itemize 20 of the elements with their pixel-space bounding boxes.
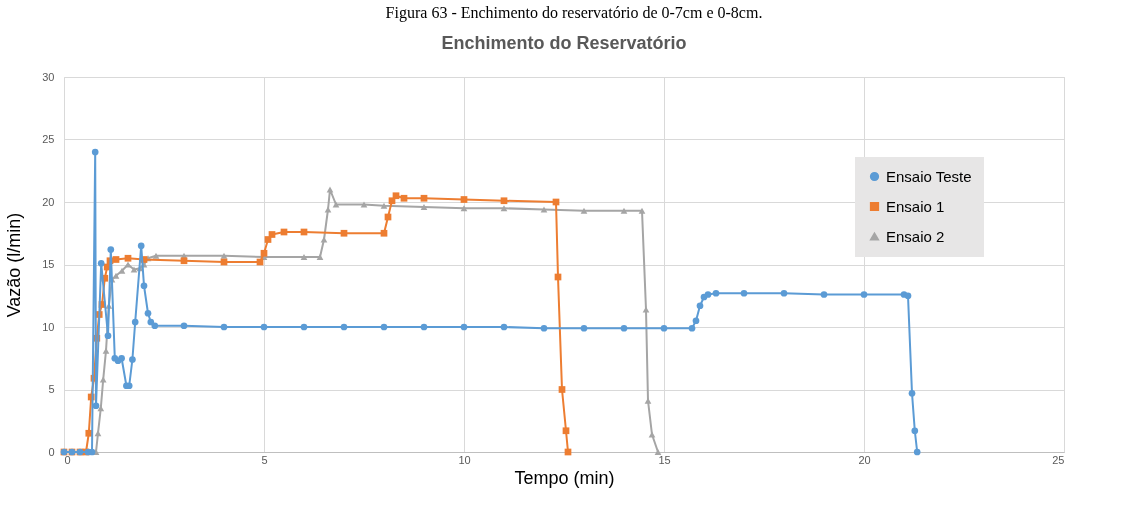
x-tick-label: 20 xyxy=(858,453,871,466)
y-tick-label: 5 xyxy=(48,383,55,395)
legend-label: Ensaio 2 xyxy=(886,227,945,245)
chart-title: Enchimento do Reservatório xyxy=(441,33,687,53)
y-tick-label: 15 xyxy=(42,258,55,270)
y-tick-label: 20 xyxy=(42,195,55,208)
y-tick-label: 0 xyxy=(48,445,55,458)
y-tick-label: 30 xyxy=(42,70,55,83)
legend-label: Ensaio Teste xyxy=(886,167,972,185)
x-tick-label: 5 xyxy=(261,453,268,466)
x-tick-label: 25 xyxy=(1052,453,1065,466)
x-tick-label: 0 xyxy=(64,453,71,466)
x-axis-title: Tempo (min) xyxy=(514,467,615,488)
x-tick-label: 10 xyxy=(458,453,471,466)
y-tick-label: 25 xyxy=(42,133,55,145)
legend-label: Ensaio 1 xyxy=(886,197,945,215)
y-tick-label: 10 xyxy=(42,320,55,333)
y-axis-title: Vazão (l/min) xyxy=(4,212,25,318)
x-tick-label: 15 xyxy=(658,453,671,466)
text: Figura 63 - Enchimento do reservatório de 0-7cm e 0-8cm. xyxy=(385,4,763,22)
